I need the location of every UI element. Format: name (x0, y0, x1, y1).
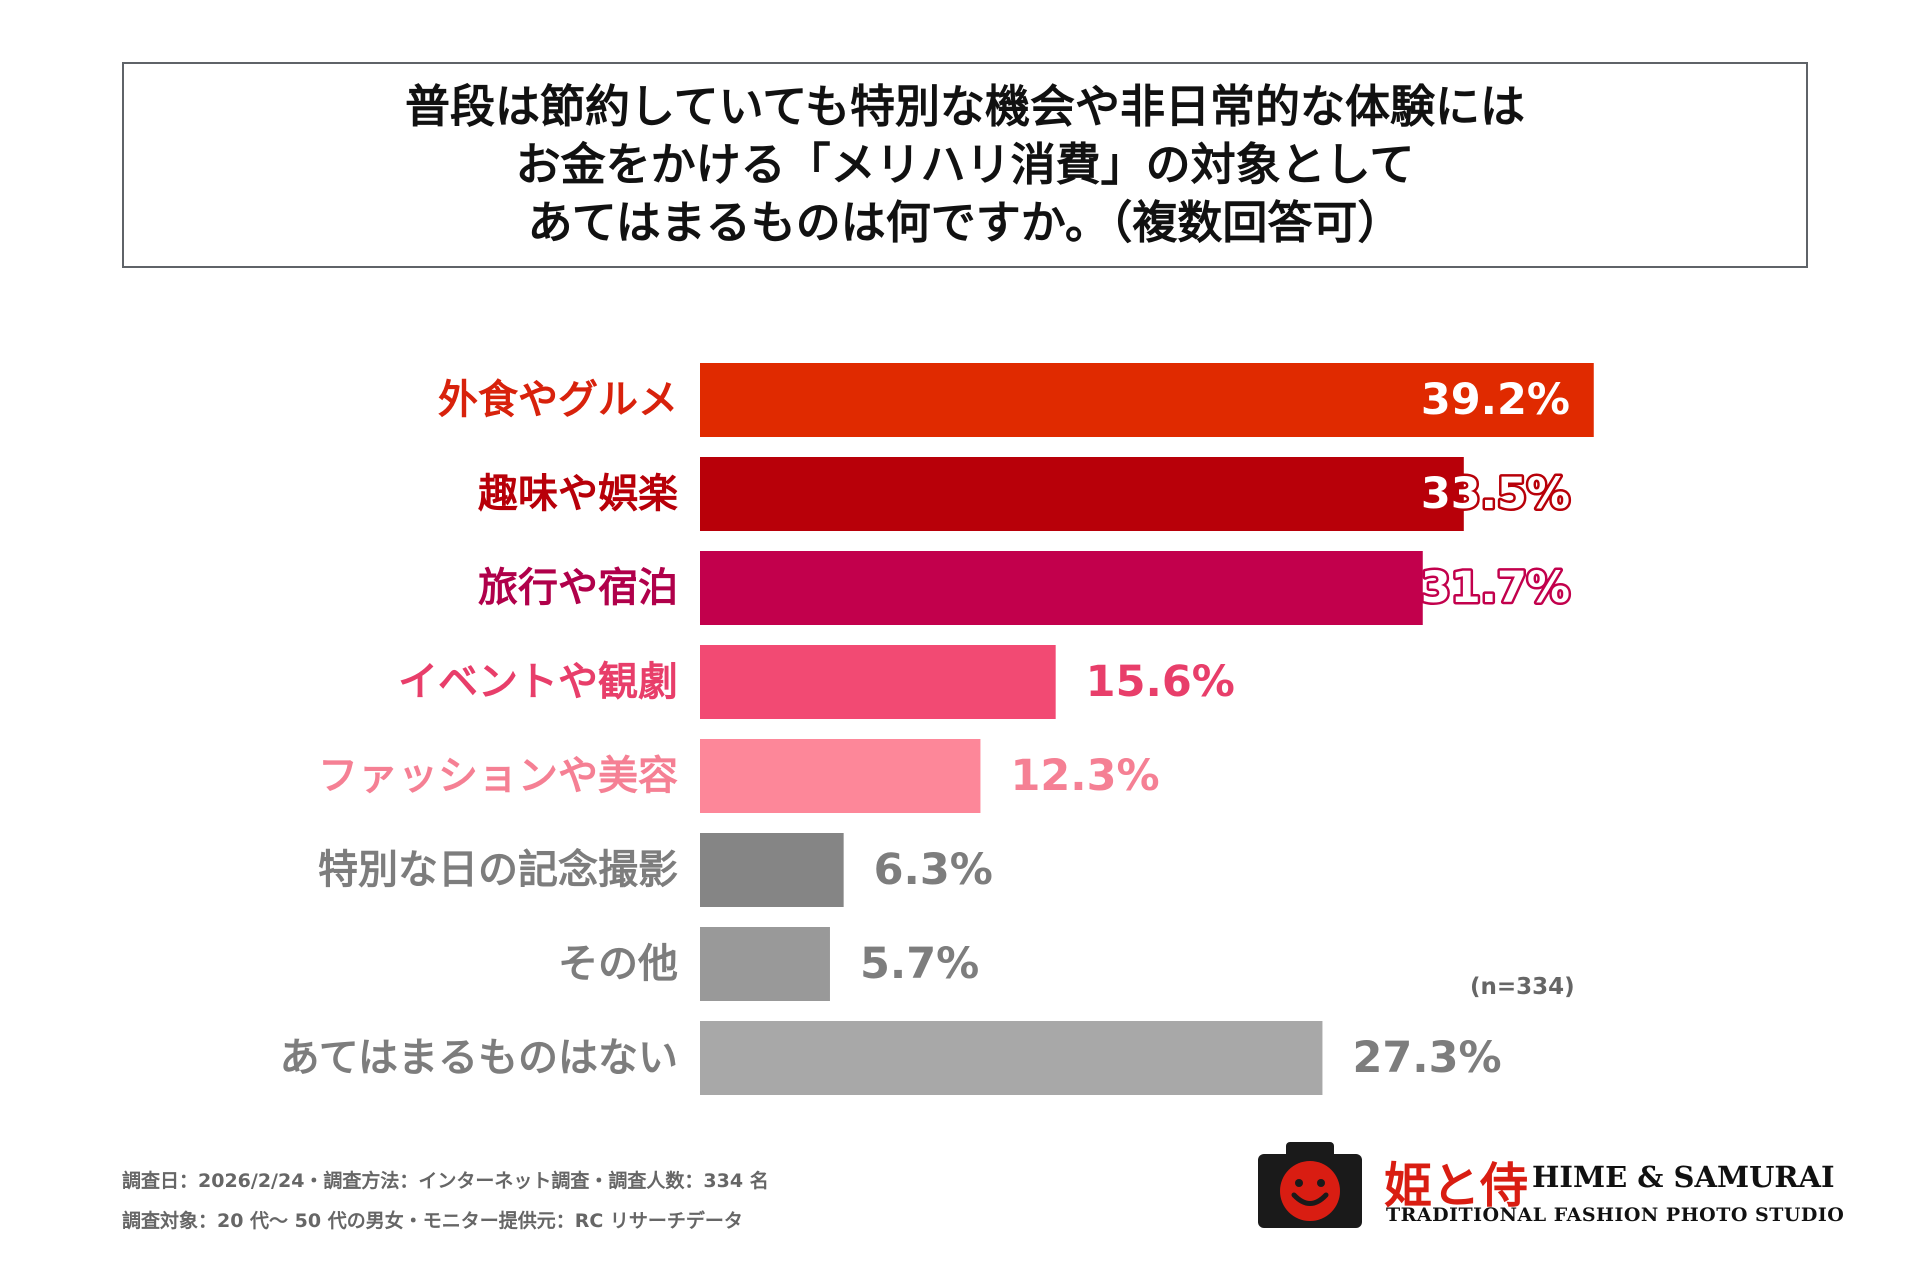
title-line-2: お金をかける「メリハリ消費」の対象として (515, 138, 1415, 191)
title-box: 普段は節約していても特別な機会や非日常的な体験には お金をかける「メリハリ消費」… (122, 62, 1808, 268)
title-line-1: 普段は節約していても特別な機会や非日常的な体験には (404, 80, 1526, 133)
value-label-6: 5.7% (860, 939, 979, 989)
camera-smile-icon (1258, 1142, 1362, 1228)
value-label-5: 6.3% (874, 845, 993, 895)
footer-survey-info: 調査日：2026/2/24・調査方法：インターネット調査・調査人数：334 名 (122, 1170, 769, 1192)
brand-name: HIME & SAMURAI (1532, 1160, 1835, 1194)
value-label-1: 33.5% (1421, 469, 1570, 519)
value-label-3: 15.6% (1086, 657, 1235, 707)
title-line-3: あてはまるものは何ですか。（複数回答可） (527, 196, 1403, 249)
category-label-7: あてはまるものはない (280, 1035, 678, 1081)
bar-1 (700, 457, 1464, 531)
category-label-5: 特別な日の記念撮影 (318, 847, 678, 893)
brand-subtitle: TRADITIONAL FASHION PHOTO STUDIO (1386, 1204, 1845, 1226)
brand-kanji: 姫と侍 (1384, 1158, 1529, 1214)
footer-survey-target: 調査対象：20 代〜 50 代の男女・モニター提供元：RC リサーチデータ (122, 1210, 743, 1232)
category-label-3: イベントや観劇 (398, 659, 678, 705)
bar-0 (700, 363, 1594, 437)
value-label-0: 39.2% (1421, 375, 1570, 425)
value-label-2: 31.7% (1421, 563, 1570, 613)
bar-5 (700, 833, 844, 907)
category-label-6: その他 (558, 941, 678, 987)
category-label-0: 外食やグルメ (438, 377, 678, 423)
value-label-7: 27.3% (1352, 1033, 1501, 1083)
category-label-2: 旅行や宿泊 (478, 565, 678, 611)
sample-size-note: (n=334) (1470, 974, 1575, 1000)
bar-chart: 外食やグルメ 39.2% 趣味や娯楽 33.5% 旅行や宿泊 31.7% イベントや観劇 15… (280, 363, 1594, 1095)
bar-3 (700, 645, 1056, 719)
category-label-1: 趣味や娯楽 (478, 471, 678, 517)
bar-7 (700, 1021, 1323, 1095)
bar-2 (700, 551, 1423, 625)
value-label-4: 12.3% (1010, 751, 1159, 801)
category-label-4: ファッションや美容 (318, 753, 678, 799)
bar-4 (700, 739, 981, 813)
bar-6 (700, 927, 830, 1001)
